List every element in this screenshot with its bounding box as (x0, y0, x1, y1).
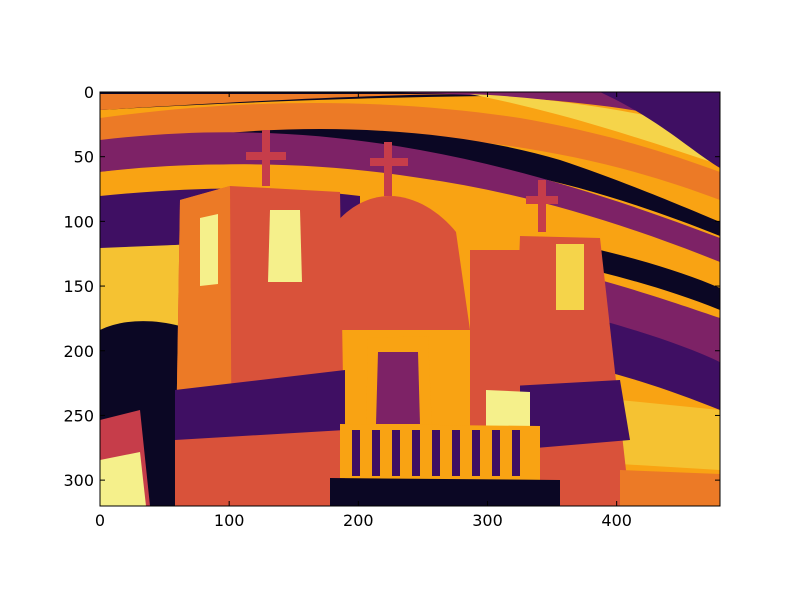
right-tower-dark (512, 380, 630, 450)
x-tick-label: 100 (214, 511, 245, 530)
balcony-posts (352, 430, 520, 476)
left-tower-window-1 (200, 214, 218, 286)
left-cross (246, 130, 286, 186)
y-tick-label: 250 (63, 406, 94, 425)
x-tick-label: 0 (95, 511, 105, 530)
base-right-orange (620, 470, 720, 506)
y-tick-label: 200 (63, 342, 94, 361)
y-tick-label: 50 (74, 148, 94, 167)
sky-band-purple-corner (600, 92, 720, 168)
sky-band-right-lower-purple (600, 280, 720, 362)
sky-band-right-lower-purple2 (600, 320, 720, 410)
x-tick-label: 400 (601, 511, 632, 530)
sky-band-right-lower-black (600, 250, 720, 310)
heatmap-image (100, 92, 720, 506)
door-panel (376, 352, 420, 424)
axes-frame (99, 91, 721, 507)
left-tower-dark-band (175, 370, 345, 450)
foliage-left-pale (100, 452, 146, 506)
right-annex-pale (486, 390, 530, 432)
x-axis: 0 100 200 300 400 (95, 92, 632, 530)
y-tick-label: 0 (84, 83, 94, 102)
x-tick-label: 300 (472, 511, 503, 530)
sky-band-orange-top (100, 93, 560, 110)
y-tick-label: 100 (63, 212, 94, 231)
base-dark (330, 478, 560, 506)
center-gable (330, 196, 470, 330)
left-tower-window-2 (268, 210, 302, 282)
left-tower-lower (175, 430, 345, 506)
sky-band-orange-mid (100, 102, 720, 200)
y-axis: 0 50 100 150 200 250 300 (63, 83, 720, 490)
right-cross (526, 180, 558, 232)
x-tick-label: 200 (343, 511, 374, 530)
right-tower-window-1 (556, 244, 584, 310)
sky-band-right-lower-yellow (620, 400, 720, 470)
center-cross (370, 142, 408, 196)
sky-band-purple-mid (100, 132, 720, 262)
y-tick-label: 150 (63, 277, 94, 296)
y-tick-label: 300 (63, 471, 94, 490)
